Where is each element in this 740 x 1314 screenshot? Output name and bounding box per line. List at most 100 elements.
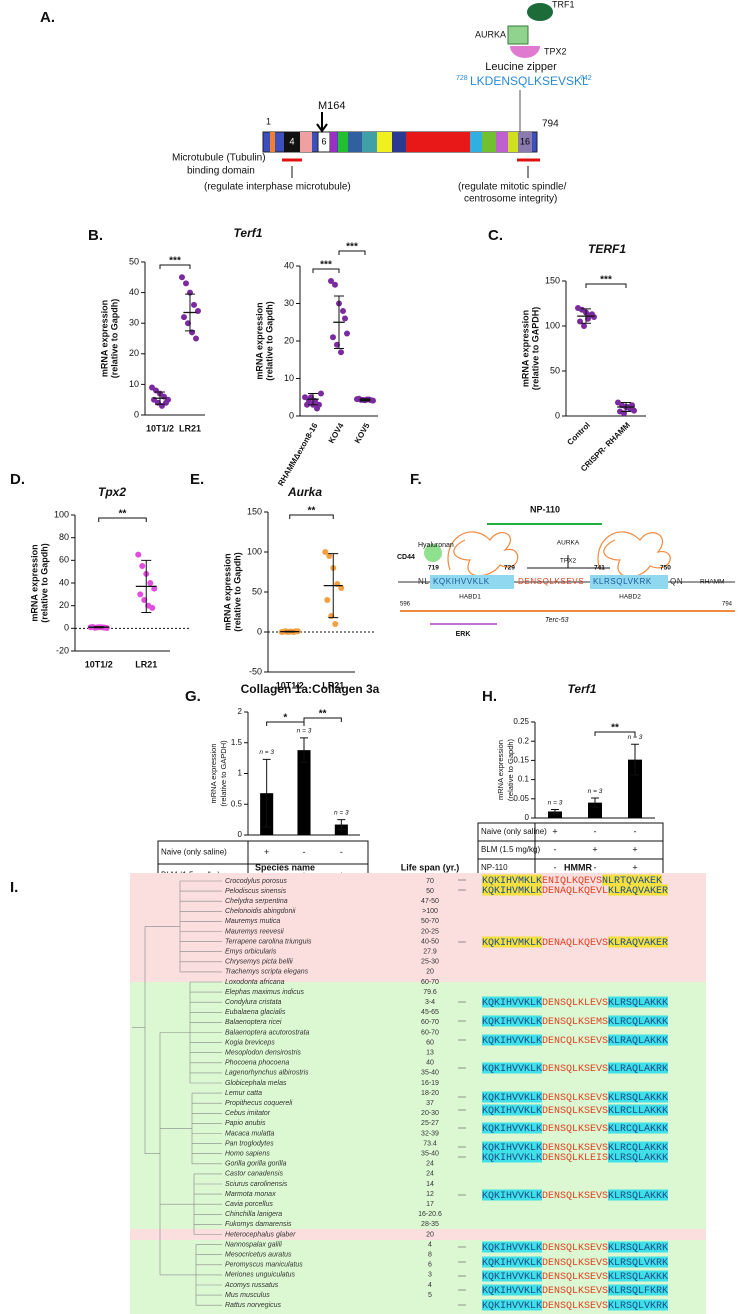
species-name: Crocodylus porosus <box>225 878 287 885</box>
label: TRF1 <box>552 0 575 9</box>
sequence-segment: NLRTQVAKEK <box>602 876 662 887</box>
data-point <box>181 314 187 321</box>
species-name: Pan troglodytes <box>225 1140 274 1147</box>
life-span: 47-50 <box>421 898 439 905</box>
note: Microtubule (Tubulin) <box>172 153 266 164</box>
y-tick-label: 150 <box>247 506 262 516</box>
protein-diagram-a <box>262 3 553 178</box>
note: (regulate interphase microtubule) <box>204 182 351 193</box>
y-tick-label: 0 <box>134 409 139 419</box>
life-span: 4 <box>428 1282 432 1289</box>
sequence-highlight <box>608 1062 668 1074</box>
significance-bracket <box>594 731 636 736</box>
species-name: Kogia breviceps <box>225 1039 275 1046</box>
sequence-segment: DENSQLKLEVS <box>542 998 608 1009</box>
y-tick-label: 100 <box>247 546 262 556</box>
sequence: QN <box>670 577 683 586</box>
species-name: Trachemys scripta elegans <box>225 969 309 976</box>
sequence-segment: DENSQLKSEVS <box>542 1093 608 1104</box>
life-span: 6 <box>428 1262 432 1269</box>
x-tick-label: 10T1/2 <box>85 659 113 669</box>
species-name: Cebus imitator <box>225 1110 271 1117</box>
domain-label: 6 <box>321 136 326 146</box>
data-point <box>344 330 350 337</box>
label: 728 <box>456 75 468 82</box>
y-tick-label: 0 <box>238 830 243 839</box>
y-tick-label: 100 <box>54 509 69 519</box>
table-cell: + <box>632 862 637 872</box>
sequence-segment: KLRAQLAKKK <box>608 1036 668 1047</box>
species-name: Mus musculus <box>225 1292 270 1299</box>
chart-title: Terf1 <box>568 682 597 696</box>
life-span: 25-30 <box>421 959 439 966</box>
significance-label: *** <box>600 275 612 286</box>
life-span: 28-35 <box>421 1221 439 1228</box>
significance-label: ** <box>611 723 619 734</box>
bar <box>548 811 562 818</box>
label: AURKA <box>475 29 506 39</box>
cd44-shape <box>424 544 442 562</box>
sequence-highlight <box>482 1034 542 1046</box>
domain <box>338 132 348 152</box>
mole-rat-bg <box>130 1229 706 1240</box>
species-name: Castor canadensis <box>225 1171 283 1178</box>
significance-label: *** <box>346 242 358 253</box>
y-axis-label: (relative to GAPDH) <box>219 740 228 807</box>
table-cell: + <box>264 847 269 857</box>
panel-label: G. <box>185 688 201 705</box>
life-span: 20-30 <box>421 1110 439 1117</box>
error-bar <box>300 737 308 763</box>
life-span: 3 <box>428 1272 432 1279</box>
sequence-segment: KQKIHVVKLK <box>482 1036 542 1047</box>
rhamm-diagram-f <box>398 523 735 625</box>
sd-bar <box>328 553 339 619</box>
sequence-segment: DENSQLKSEVS <box>542 1258 608 1269</box>
data-point <box>193 335 199 342</box>
sequence-highlight <box>608 1104 668 1116</box>
y-tick-label: 10 <box>129 379 139 389</box>
chart-title: Collagen 1a:Collagen 3a <box>241 682 380 696</box>
life-span: 50 <box>426 888 434 895</box>
sequence-segment: KQKIHVVKLK <box>482 1124 542 1135</box>
sequence-highlight <box>482 1122 542 1134</box>
y-tick-label: 0 <box>64 623 69 633</box>
species-name: Sciurus carolinensis <box>225 1181 288 1188</box>
sd-bar <box>93 626 104 629</box>
sequence-highlight <box>482 1151 542 1163</box>
species-name: Terrapene carolina triunguis <box>225 938 312 945</box>
sd-bar <box>284 630 295 633</box>
sequence-segment: DENSQLKSEVS <box>542 1286 608 1297</box>
life-span: 32-39 <box>421 1130 439 1137</box>
sequence-segment: KLRCQLAKKK <box>608 1124 668 1135</box>
label: AURKA <box>557 540 580 547</box>
significance-label: *** <box>169 256 181 267</box>
sequence-segment: KQKIHVVKLK <box>482 1258 542 1269</box>
position: 741 <box>594 565 605 572</box>
label: CD44 <box>397 554 415 561</box>
data-point <box>581 323 587 329</box>
species-name: Elephas maximus indicus <box>225 989 304 996</box>
label: 1 <box>266 116 271 126</box>
sequence-segment: KQKIHVVKLK <box>482 1301 542 1312</box>
significance-label: *** <box>320 260 332 271</box>
species-name: Condylura cristata <box>225 999 282 1006</box>
y-axis-label: (relative to Gapdh) <box>109 299 119 379</box>
x-tick-label: KOV5 <box>353 421 372 445</box>
sequence-highlight <box>602 874 662 886</box>
table-cell: - <box>554 862 557 872</box>
sequence-segment: KLRSQLAKKK <box>608 998 668 1009</box>
y-tick-label: 20 <box>284 335 294 345</box>
error-bar <box>337 819 346 830</box>
error-bar <box>631 743 639 776</box>
data-point <box>340 308 346 314</box>
y-axis-label: mRNA expression <box>520 310 530 387</box>
sequence-segment: KLRSQLAKKK <box>608 1093 668 1104</box>
sequence-segment: KLRAQVAKER <box>608 938 668 949</box>
sequence-segment: KLRCQLAKKK <box>608 1017 668 1028</box>
data-point <box>137 591 144 598</box>
domain <box>406 132 470 152</box>
sequence-highlight <box>608 1299 668 1311</box>
species-name: Acomys russatus <box>224 1282 279 1289</box>
table-cell: + <box>552 826 557 836</box>
